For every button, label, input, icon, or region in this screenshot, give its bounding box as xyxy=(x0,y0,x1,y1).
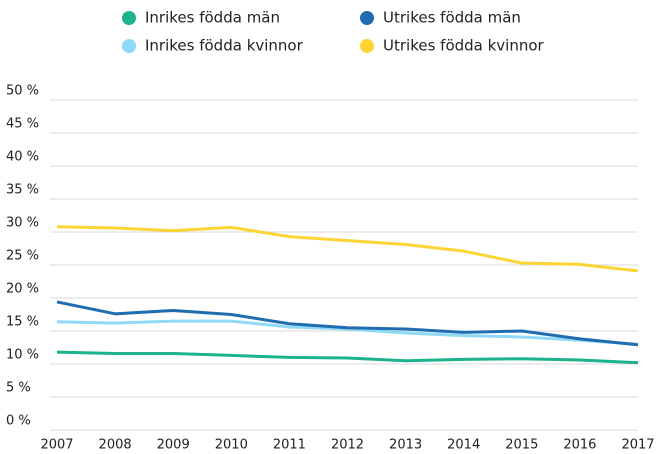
legend-marker xyxy=(360,11,374,25)
legend-label: Inrikes födda kvinnor xyxy=(145,37,304,55)
y-tick-label: 35 % xyxy=(6,183,39,198)
x-tick-label: 2017 xyxy=(621,438,654,453)
y-tick-label: 40 % xyxy=(6,150,39,165)
y-tick-label: 15 % xyxy=(6,315,39,330)
x-tick-label: 2014 xyxy=(447,438,480,453)
x-tick-label: 2016 xyxy=(563,438,596,453)
y-tick-label: 20 % xyxy=(6,282,39,297)
x-tick-label: 2013 xyxy=(389,438,422,453)
series-line xyxy=(56,319,639,346)
y-tick-label: 45 % xyxy=(6,117,39,132)
legend-label: Inrikes födda män xyxy=(145,9,280,27)
legend-label: Utrikes födda kvinnor xyxy=(383,37,545,55)
legend: Inrikes födda män Inrikes födda kvinnor Ut… xyxy=(122,9,545,55)
x-tick-label: 2015 xyxy=(505,438,538,453)
y-tick-label: 30 % xyxy=(6,216,39,231)
y-tick-label: 25 % xyxy=(6,249,39,264)
legend-marker xyxy=(360,39,374,53)
x-tick-label: 2007 xyxy=(40,438,73,453)
x-tick-label: 2011 xyxy=(273,438,306,453)
y-tick-label: 5 % xyxy=(6,381,31,396)
x-tick-label: 2008 xyxy=(99,438,132,453)
series-line xyxy=(56,350,639,365)
series-line xyxy=(56,300,639,347)
y-tick-label: 50 % xyxy=(6,84,39,99)
legend-marker xyxy=(122,39,136,53)
x-tick-label: 2009 xyxy=(157,438,190,453)
x-tick-label: 2012 xyxy=(331,438,364,453)
x-tick-label: 2010 xyxy=(215,438,248,453)
legend-marker xyxy=(122,11,136,25)
series-line xyxy=(56,225,639,273)
legend-label: Utrikes födda män xyxy=(383,9,521,27)
y-tick-label: 0 % xyxy=(6,414,31,429)
y-tick-label: 10 % xyxy=(6,348,39,363)
